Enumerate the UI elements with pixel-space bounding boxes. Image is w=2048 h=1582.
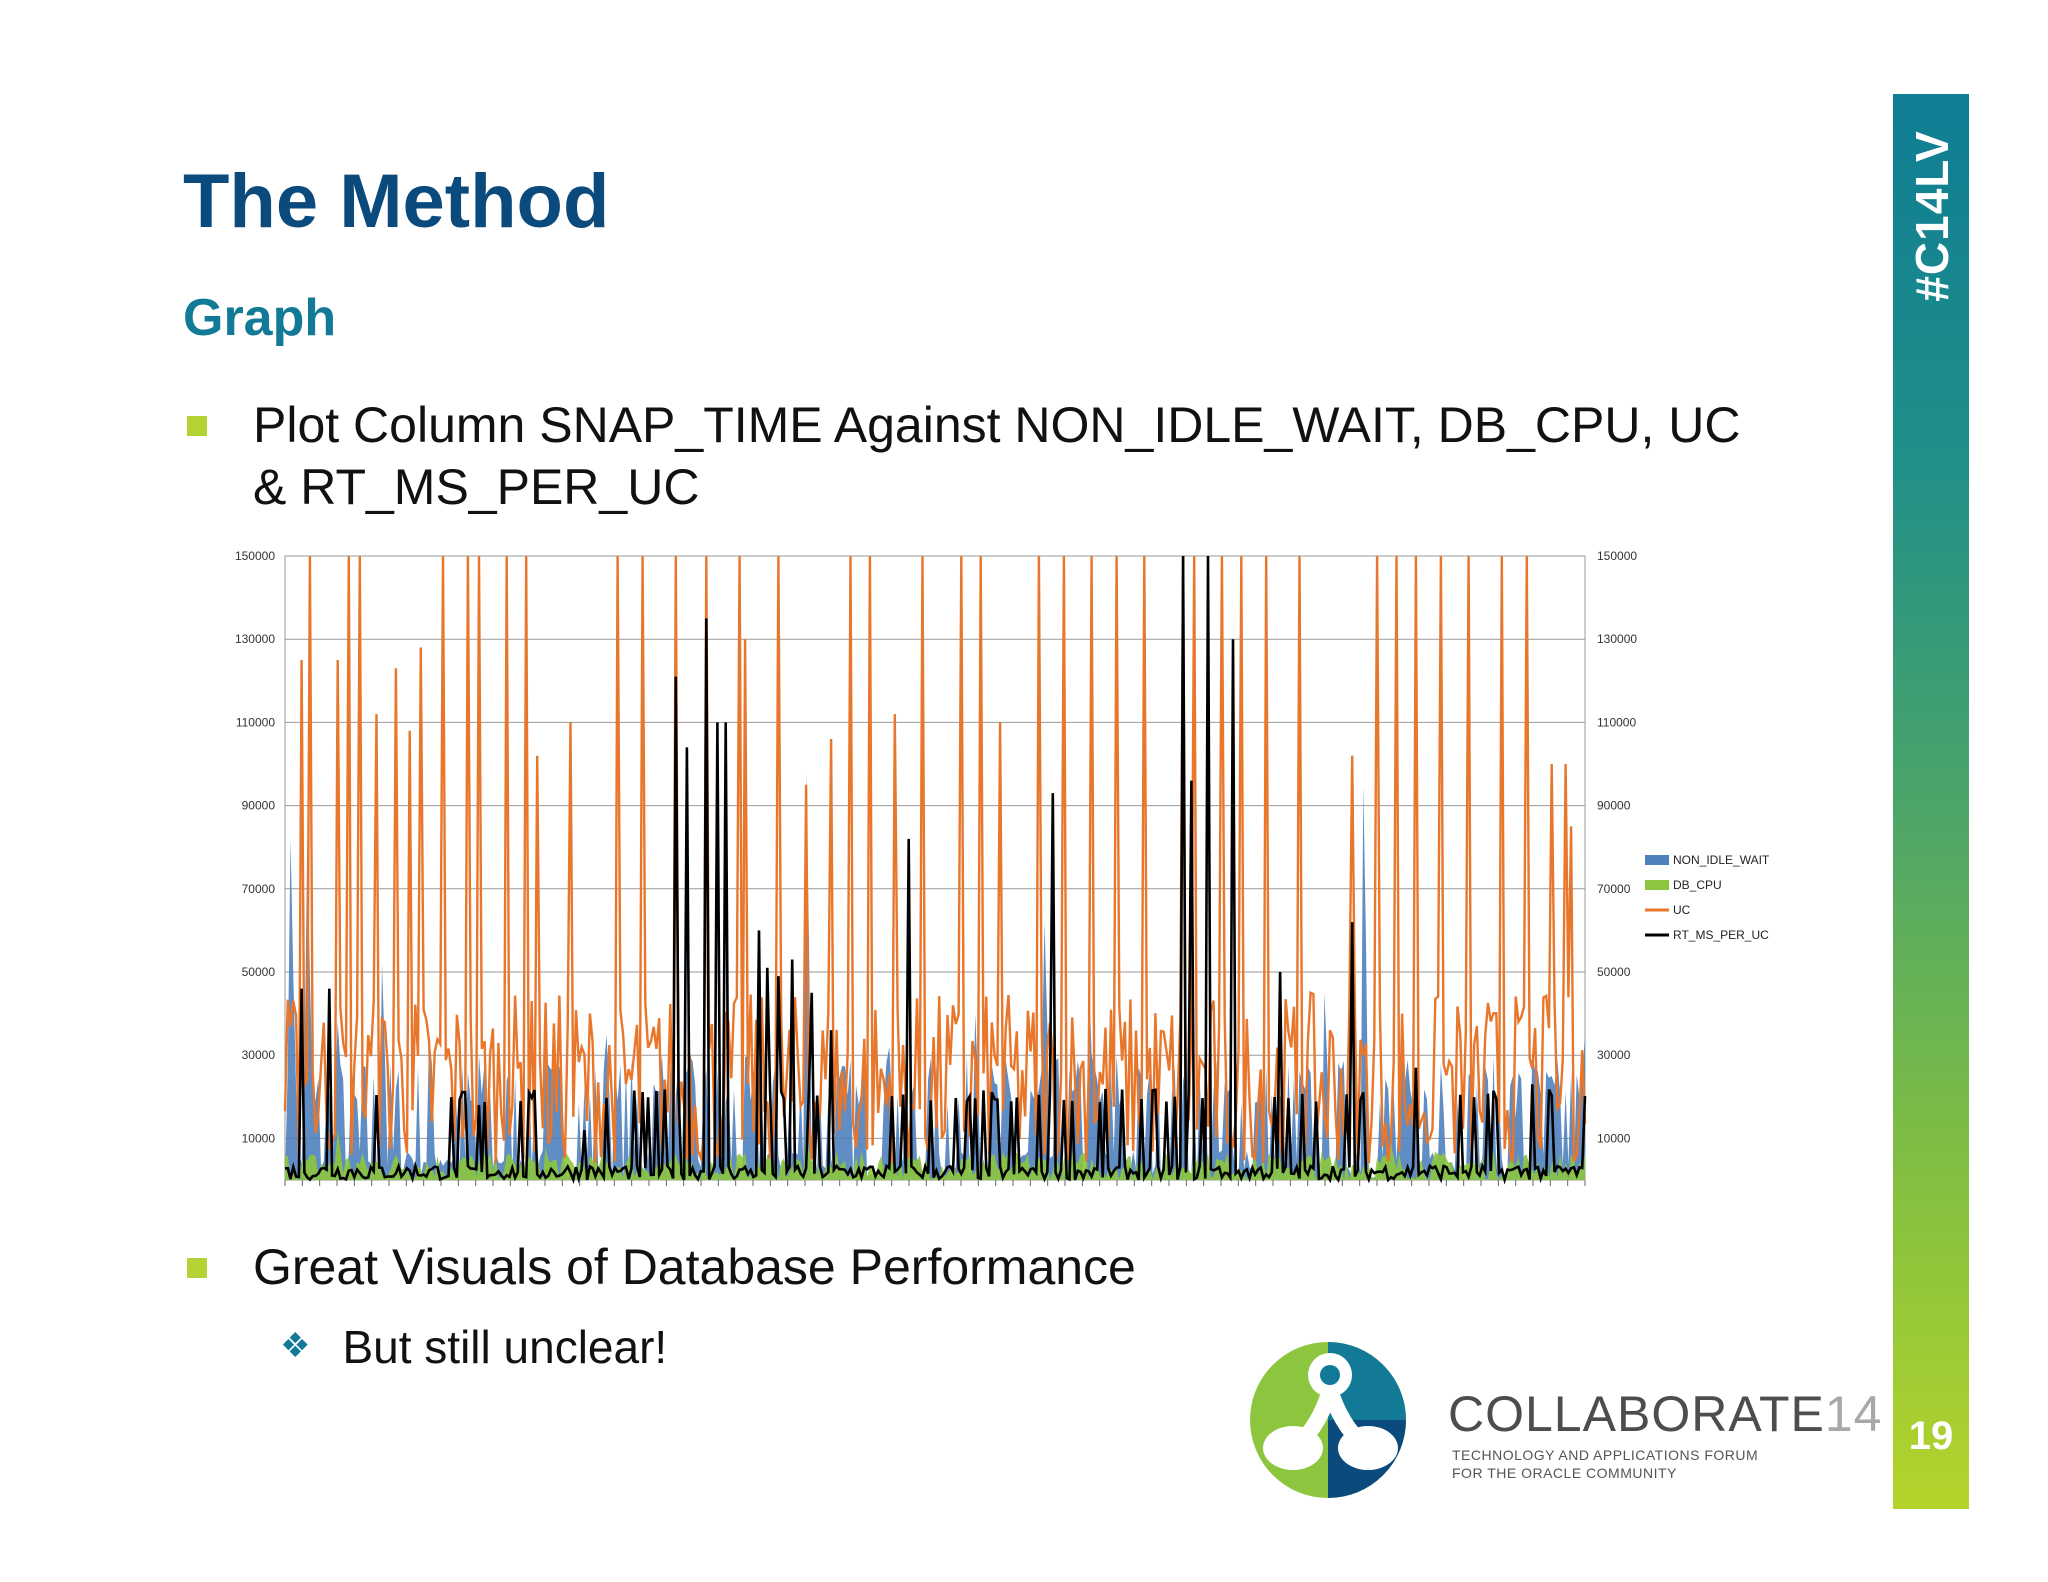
y-tick-label-left: 30000 [242,1048,276,1062]
y-tick-label-right: 70000 [1597,882,1631,896]
chart-svg: 10000 10000 30000 30000 50000 50000 70000 70000… [235,549,1770,1186]
y-tick-label-left: 10000 [242,1131,276,1145]
legend-swatch [1645,855,1669,865]
square-bullet-icon [187,1258,207,1278]
y-tick-label-left: 70000 [242,882,276,896]
hashtag-label: #C14LV [1906,130,1958,302]
legend-label: RT_MS_PER_UC [1673,928,1769,942]
y-tick-label-right: 150000 [1597,549,1637,563]
bullet-text-line2: & RT_MS_PER_UC [253,459,700,515]
y-tick-label-right: 90000 [1597,799,1631,813]
sub-bullet-text: But still unclear! [342,1321,668,1373]
legend-label: NON_IDLE_WAIT [1673,853,1770,867]
series-rt-ms-per-uc [284,555,1587,1185]
tagline-line1: TECHNOLOGY AND APPLICATIONS FORUM [1452,1447,1759,1463]
y-tick-label-right: 130000 [1597,632,1637,646]
brand-tagline: TECHNOLOGY AND APPLICATIONS FORUM FOR TH… [1452,1446,1758,1482]
bullet-text-line1: Plot Column SNAP_TIME Against NON_IDLE_W… [253,397,1741,453]
diamond-bullet-icon: ❖ [280,1327,311,1365]
y-tick-label-right: 30000 [1597,1048,1631,1062]
page-number: 19 [1908,1414,1954,1458]
brand-number: 14 [1824,1386,1883,1442]
y-tick-label-left: 150000 [235,549,275,563]
bullet-text: Great Visuals of Database Performance [253,1239,1136,1295]
slide-subtitle: Graph [183,289,337,347]
sub-bullet: ❖ But still unclear! [280,1318,667,1375]
slide-title: The Method [183,159,610,244]
y-tick-label-right: 10000 [1597,1131,1631,1145]
tagline-line2: FOR THE ORACLE COMMUNITY [1452,1465,1677,1481]
side-accent-bar [1893,94,1969,1509]
y-tick-label-right: 110000 [1597,715,1636,729]
y-tick-label-left: 90000 [242,799,276,813]
y-tick-label-left: 50000 [242,965,276,979]
performance-chart: 10000 10000 30000 30000 50000 50000 70000 70000… [210,540,1800,1200]
y-tick-label-right: 50000 [1597,965,1631,979]
brand-text: COLLABORATE [1448,1386,1825,1442]
brand-name: COLLABORATE14 [1448,1385,1882,1443]
legend-swatch [1645,880,1669,890]
collaborate-logo-icon [1250,1342,1406,1498]
legend-label: UC [1673,903,1691,917]
collaborate-logo [1248,1330,1888,1510]
legend-label: DB_CPU [1673,878,1722,892]
series-uc [283,555,1587,1164]
y-tick-label-left: 130000 [235,632,275,646]
y-tick-label-left: 110000 [236,715,275,729]
square-bullet-icon [187,416,207,436]
